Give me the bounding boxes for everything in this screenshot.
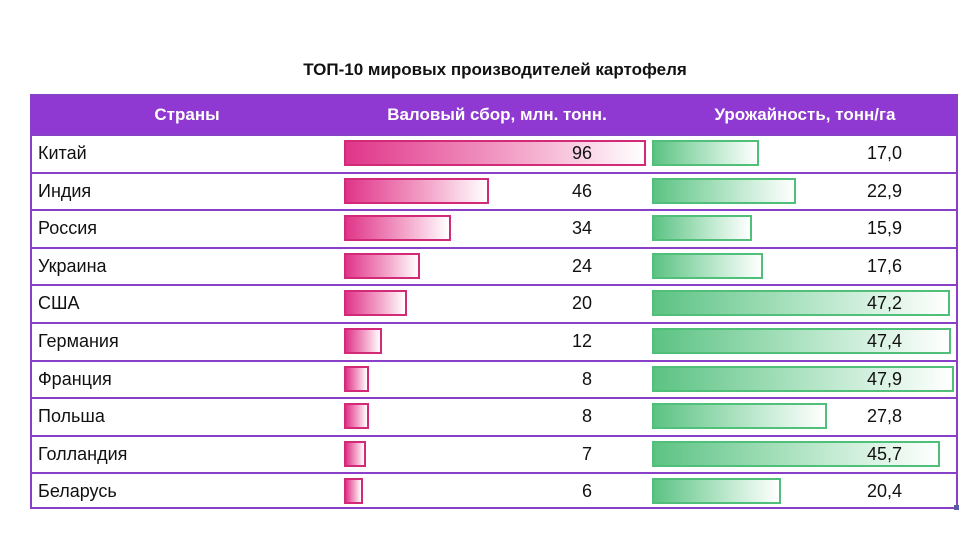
production-value: 7 xyxy=(581,443,592,464)
yield-bar xyxy=(652,403,828,430)
table-row: Индия 46 22,9 xyxy=(32,171,956,210)
table-row: Германия 12 47,4 xyxy=(32,322,956,360)
country-name: Польша xyxy=(38,406,105,427)
table-row: Беларусь 6 20,4 xyxy=(32,472,956,510)
production-bar xyxy=(344,440,367,467)
table-row: Россия 34 15,9 xyxy=(32,209,956,247)
production-bar xyxy=(344,365,370,392)
table-row: Польша 8 27,8 xyxy=(32,397,956,435)
country-name: Украина xyxy=(38,255,107,276)
production-bar xyxy=(344,177,489,204)
yield-bar xyxy=(652,290,950,317)
data-table: Страны Валовый сбор, млн. тонн. Урожайно… xyxy=(30,94,959,510)
table-row: Франция 8 47,9 xyxy=(32,359,956,398)
yield-value: 47,2 xyxy=(866,293,902,314)
yield-bar xyxy=(652,365,954,392)
production-bar xyxy=(344,328,382,354)
yield-value: 47,9 xyxy=(866,368,902,389)
production-value: 12 xyxy=(571,331,592,351)
production-value: 96 xyxy=(571,143,592,163)
yield-value: 17,0 xyxy=(866,143,902,163)
resize-handle[interactable] xyxy=(954,505,959,510)
production-value: 20 xyxy=(571,293,592,314)
yield-value: 15,9 xyxy=(866,218,902,239)
yield-bar xyxy=(652,140,760,166)
production-value: 8 xyxy=(581,406,592,427)
yield-value: 27,8 xyxy=(866,406,902,427)
production-value: 34 xyxy=(571,218,592,239)
yield-value: 47,4 xyxy=(866,331,902,351)
yield-bar xyxy=(652,252,763,279)
yield-bar xyxy=(652,478,781,505)
country-name: Индия xyxy=(38,180,92,201)
country-name: Китай xyxy=(38,143,87,163)
header-country: Страны xyxy=(154,105,220,124)
yield-bar xyxy=(652,328,951,354)
production-value: 46 xyxy=(571,180,592,201)
production-value: 24 xyxy=(571,255,592,276)
country-name: США xyxy=(38,293,80,314)
production-bar xyxy=(344,252,420,279)
production-value: 6 xyxy=(581,481,592,502)
table-header: Страны Валовый сбор, млн. тонн. Урожайно… xyxy=(32,96,956,134)
production-bar xyxy=(344,215,451,242)
yield-bar xyxy=(652,177,797,204)
production-bar xyxy=(344,403,370,430)
yield-value: 22,9 xyxy=(866,180,902,201)
table-row: Украина 24 17,6 xyxy=(32,246,956,285)
yield-bar xyxy=(652,215,753,242)
production-bar xyxy=(344,140,646,166)
yield-bar xyxy=(652,440,941,467)
production-bar xyxy=(344,290,407,317)
production-bar xyxy=(344,478,363,505)
table-row: Китай 96 17,0 xyxy=(32,134,956,172)
yield-value: 20,4 xyxy=(866,481,902,502)
header-production: Валовый сбор, млн. тонн. xyxy=(387,105,607,124)
country-name: Франция xyxy=(38,368,112,389)
yield-value: 17,6 xyxy=(866,255,902,276)
country-name: Германия xyxy=(38,331,119,351)
country-name: Голландия xyxy=(38,443,128,464)
country-name: Россия xyxy=(38,218,98,239)
yield-value: 45,7 xyxy=(866,443,902,464)
header-yield: Урожайность, тонн/га xyxy=(714,105,896,124)
table-row: Голландия 7 45,7 xyxy=(32,434,956,473)
chart-title: ТОП-10 мировых производителей картофеля xyxy=(303,60,687,79)
table-row: США 20 47,2 xyxy=(32,284,956,322)
production-value: 8 xyxy=(581,368,592,389)
country-name: Беларусь xyxy=(38,481,117,502)
